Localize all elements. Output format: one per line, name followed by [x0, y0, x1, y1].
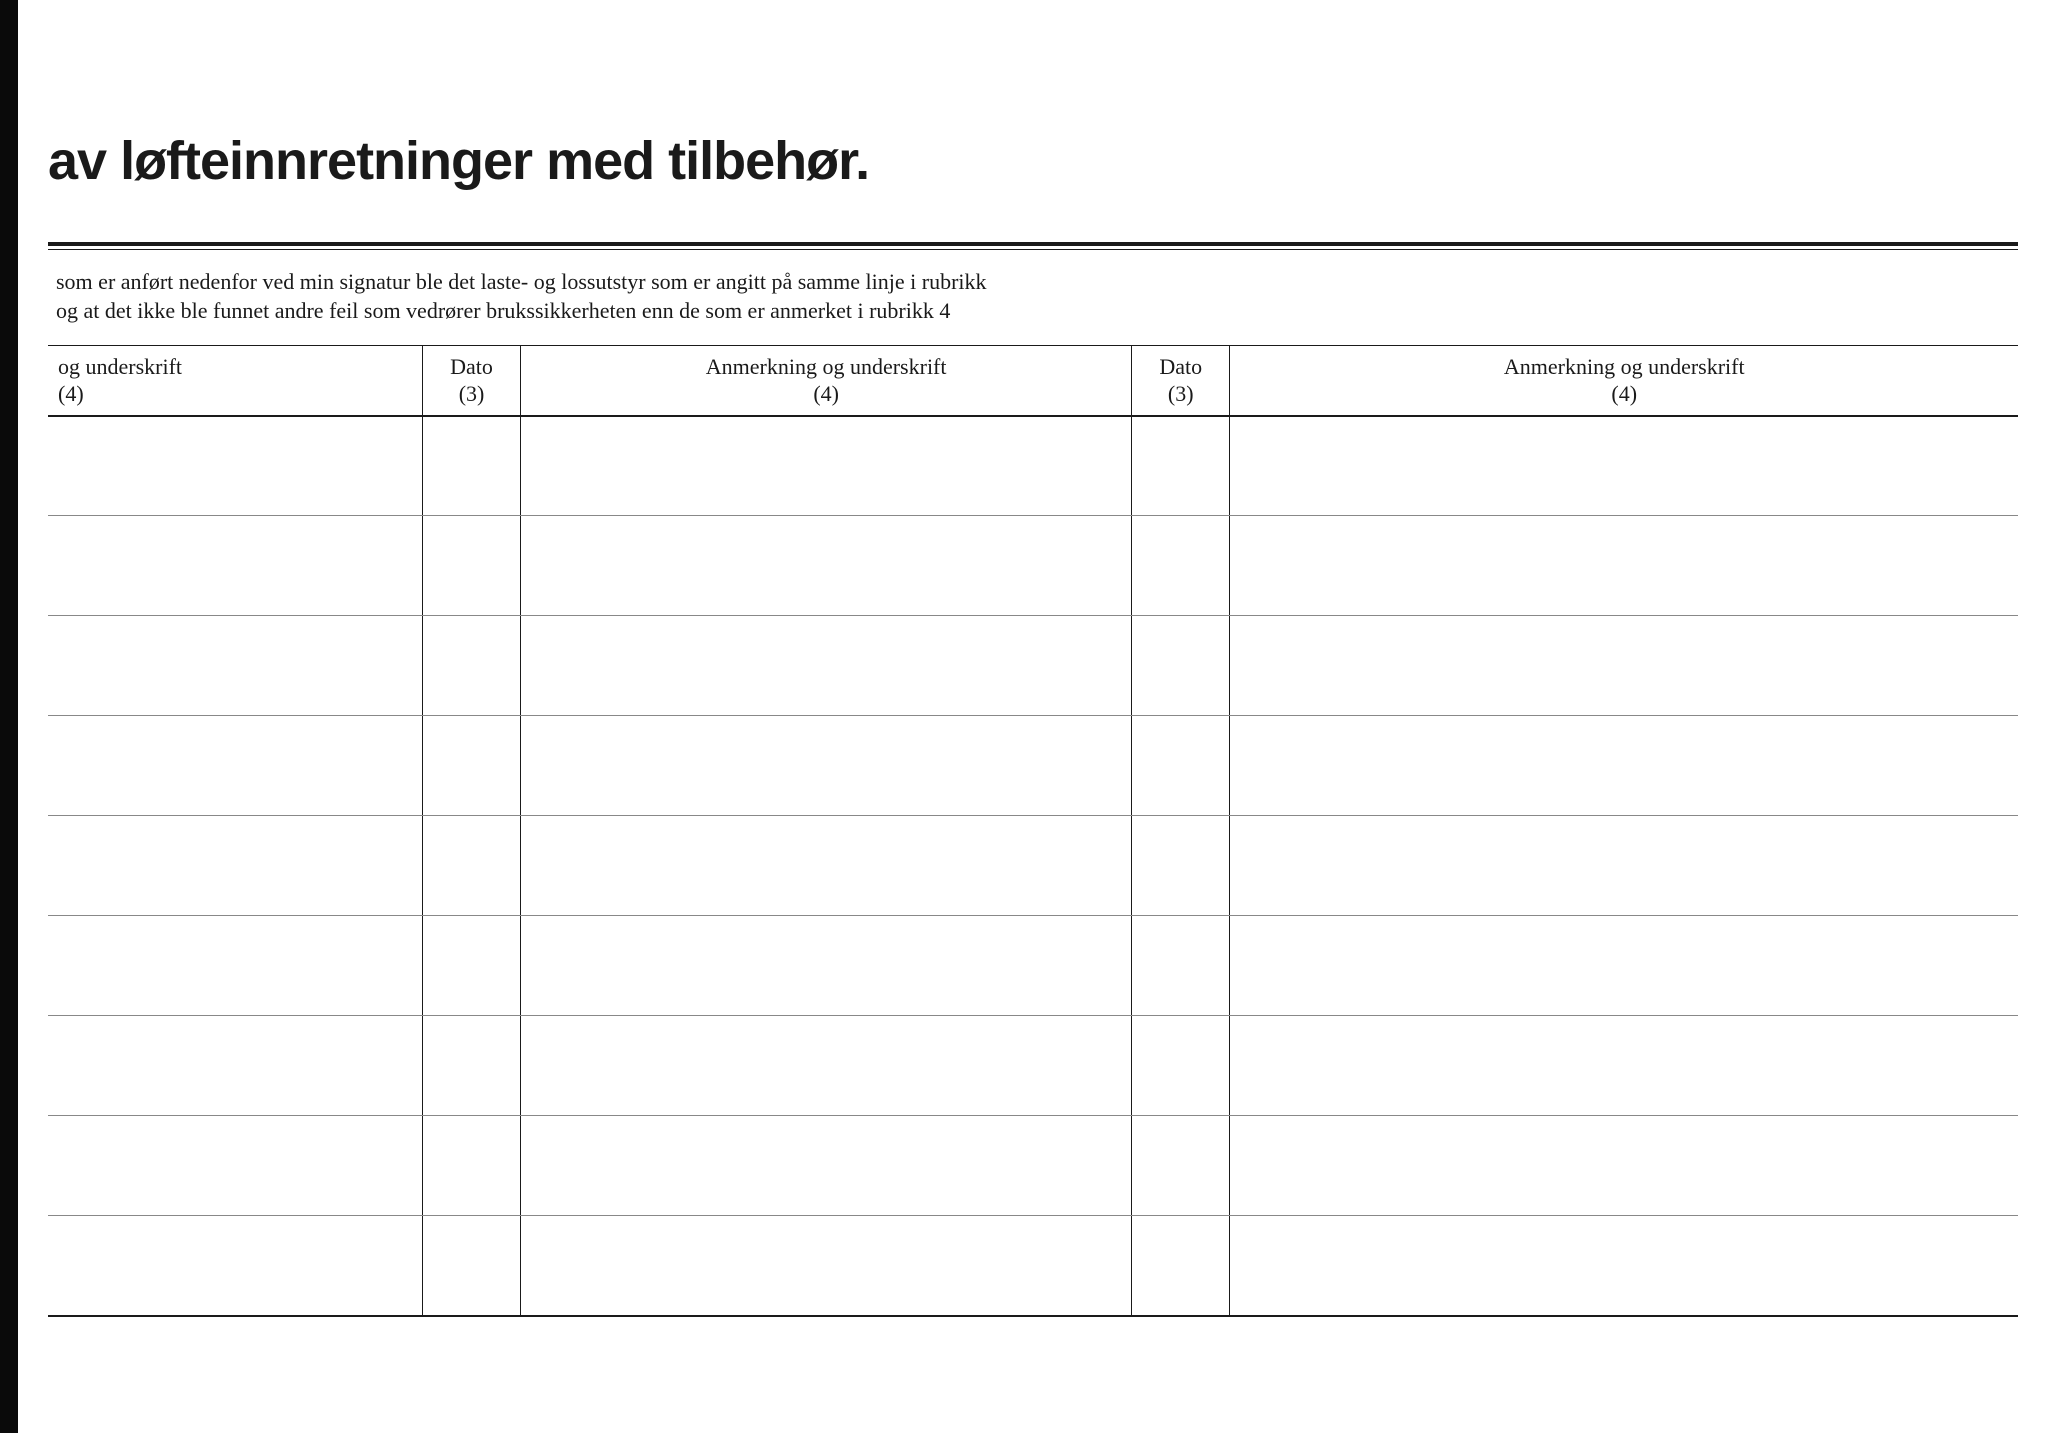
table-header-row: og underskrift (4) Dato (3) Anmerkning o… [48, 346, 2018, 416]
table-row [48, 516, 2018, 616]
table-row [48, 1016, 2018, 1116]
table-row [48, 816, 2018, 916]
horizontal-rule-thin [48, 249, 2018, 250]
col-header-date-1: Dato (3) [422, 346, 521, 416]
table-row [48, 616, 2018, 716]
table-row [48, 716, 2018, 816]
inspection-table-container: og underskrift (4) Dato (3) Anmerkning o… [48, 345, 2018, 1317]
inspection-table: og underskrift (4) Dato (3) Anmerkning o… [48, 345, 2018, 1317]
table-row [48, 1216, 2018, 1316]
table-row [48, 916, 2018, 1016]
col-header-note-signature-1: Anmerkning og underskrift (4) [521, 346, 1132, 416]
table-row [48, 1116, 2018, 1216]
col-header-date-2: Dato (3) [1131, 346, 1230, 416]
table-body [48, 416, 2018, 1316]
col-header-signature-partial: og underskrift (4) [48, 346, 422, 416]
horizontal-rule-thick [48, 242, 2018, 246]
description-text: som er anført nedenfor ved min signatur … [48, 268, 2018, 325]
table-row [48, 416, 2018, 516]
col-header-note-signature-2: Anmerkning og underskrift (4) [1230, 346, 2018, 416]
document-title: av løfteinnretninger med tilbehør. [48, 130, 2018, 192]
description-line-1: som er anført nedenfor ved min signatur … [56, 268, 2018, 297]
document-content: av løfteinnretninger med tilbehør. som e… [18, 0, 2048, 1317]
page-left-edge [0, 0, 18, 1433]
description-line-2: og at det ikke ble funnet andre feil som… [56, 297, 2018, 326]
